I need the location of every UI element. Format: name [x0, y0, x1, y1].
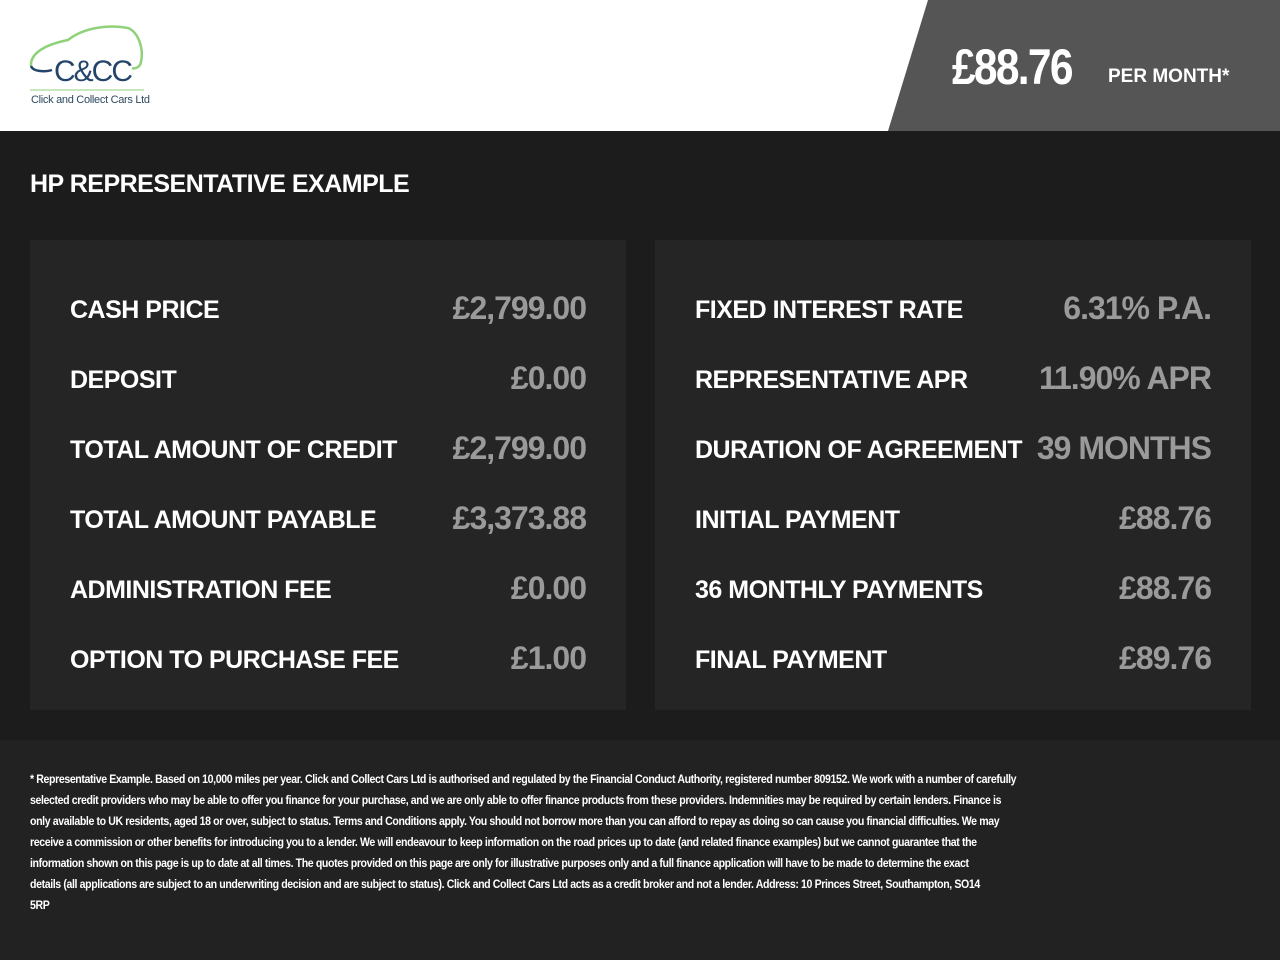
finance-row: TOTAL AMOUNT OF CREDIT £2,799.00 — [70, 428, 587, 468]
finance-row: TOTAL AMOUNT PAYABLE £3,373.88 — [70, 498, 587, 538]
finance-value: £2,799.00 — [452, 290, 587, 326]
finance-value: 11.90% APR — [1038, 360, 1212, 396]
disclaimer-line: 5RP — [30, 898, 50, 912]
finance-label: 36 MONTHLY PAYMENTS — [695, 576, 983, 604]
finance-value: £88.76 — [1119, 500, 1212, 536]
finance-label: FIXED INTEREST RATE — [695, 296, 963, 324]
finance-value: £0.00 — [510, 360, 587, 396]
finance-label: ADMINISTRATION FEE — [70, 576, 332, 604]
finance-value: £3,373.88 — [452, 500, 587, 536]
finance-row: CASH PRICE £2,799.00 — [70, 288, 587, 328]
disclaimer-line: details (all applications are subject to… — [30, 877, 980, 891]
finance-row: 36 MONTHLY PAYMENTS £88.76 — [695, 568, 1212, 608]
finance-row: DURATION OF AGREEMENT 39 MONTHS — [695, 428, 1212, 468]
finance-value: £0.00 — [510, 570, 587, 606]
finance-row: ADMINISTRATION FEE £0.00 — [70, 568, 587, 608]
finance-row: FIXED INTEREST RATE 6.31% P.A. — [695, 288, 1212, 328]
disclaimer-footer: * Representative Example. Based on 10,00… — [0, 740, 1280, 960]
finance-value: £1.00 — [510, 640, 587, 676]
company-logo: C&CC — [28, 22, 148, 97]
price-box — [888, 0, 1280, 131]
finance-label: INITIAL PAYMENT — [695, 506, 900, 534]
finance-label: DURATION OF AGREEMENT — [695, 436, 1023, 464]
finance-value: 6.31% P.A. — [1063, 290, 1212, 326]
finance-label: OPTION TO PURCHASE FEE — [70, 646, 399, 674]
finance-row: DEPOSIT £0.00 — [70, 358, 587, 398]
finance-label: FINAL PAYMENT — [695, 646, 887, 674]
finance-label: DEPOSIT — [70, 366, 177, 394]
finance-row: OPTION TO PURCHASE FEE £1.00 — [70, 638, 587, 678]
disclaimer-line: only available to UK residents, aged 18 … — [30, 814, 1000, 828]
right-finance-panel: FIXED INTEREST RATE 6.31% P.A. REPRESENTAT… — [655, 240, 1251, 710]
finance-value: 39 MONTHS — [1036, 430, 1212, 466]
header: C&CC Click and Collect Cars Ltd £88.76 P… — [0, 0, 1280, 131]
logo-mark-text: C&CC — [54, 55, 132, 88]
disclaimer-line: selected credit providers who may be abl… — [30, 793, 1002, 807]
finance-value: £2,799.00 — [452, 430, 587, 466]
disclaimer-line: * Representative Example. Based on 10,00… — [30, 772, 1017, 786]
company-name: Click and Collect Cars Ltd — [31, 94, 150, 106]
finance-value: £88.76 — [1119, 570, 1212, 606]
finance-value: £89.76 — [1119, 640, 1212, 676]
per-month-label: PER MONTH* — [1108, 66, 1230, 87]
finance-label: CASH PRICE — [70, 296, 220, 324]
finance-label: TOTAL AMOUNT PAYABLE — [70, 506, 377, 534]
monthly-price: £88.76 — [952, 39, 1073, 95]
finance-row: REPRESENTATIVE APR 11.90% APR — [695, 358, 1212, 398]
finance-row: INITIAL PAYMENT £88.76 — [695, 498, 1212, 538]
disclaimer-line: receive a commission or other benefits f… — [30, 835, 977, 849]
finance-label: REPRESENTATIVE APR — [695, 366, 968, 394]
disclaimer-line: information shown on this page is up to … — [30, 856, 969, 870]
finance-row: FINAL PAYMENT £89.76 — [695, 638, 1212, 678]
left-finance-panel: CASH PRICE £2,799.00 DEPOSIT £0.00 TOTAL AMO… — [30, 240, 626, 710]
page-title: HP REPRESENTATIVE EXAMPLE — [30, 170, 410, 198]
finance-label: TOTAL AMOUNT OF CREDIT — [70, 436, 397, 464]
